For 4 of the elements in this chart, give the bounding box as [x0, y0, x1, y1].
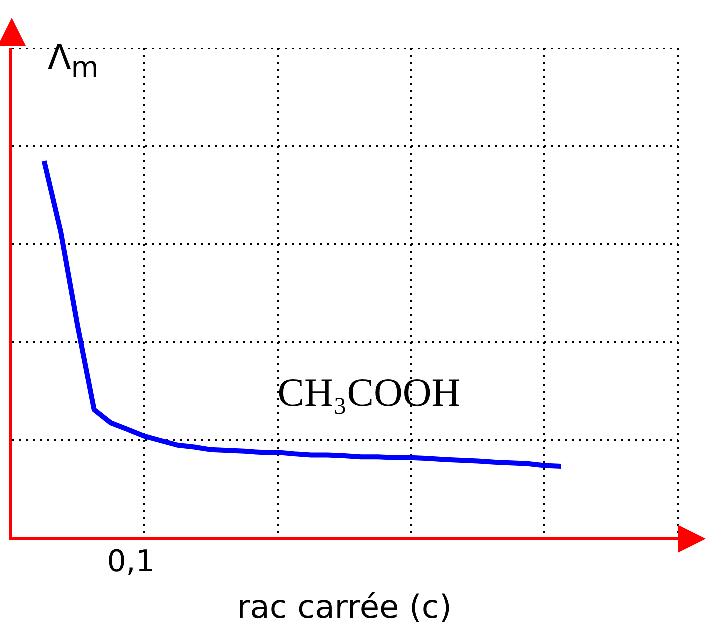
annotation: CH₃COOH [278, 370, 461, 416]
x-axis-title: rac carrée (c) [237, 588, 452, 626]
y-axis-title: Λ$_{m}$ [48, 38, 99, 84]
text: 0,1 [107, 544, 155, 580]
